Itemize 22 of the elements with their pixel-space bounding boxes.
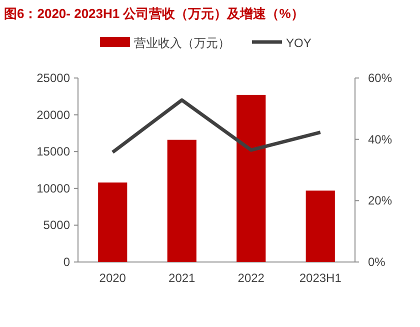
y-tick-label: 20000 <box>36 108 70 122</box>
y2-tick-label: 40% <box>368 132 392 146</box>
x-tick-label: 2022 <box>238 271 265 285</box>
y2-tick-label: 20% <box>368 194 392 208</box>
y2-tick-label: 0% <box>368 255 386 269</box>
chart-title: 图6：2020- 2023H1 公司营收（万元）及增速（%） <box>4 6 304 21</box>
x-tick-label: 2021 <box>168 271 196 285</box>
bar <box>167 140 196 262</box>
y-tick-label: 25000 <box>36 71 70 85</box>
x-tick-label: 2020 <box>99 271 126 285</box>
y-tick-label: 0 <box>63 255 70 269</box>
x-tick-label: 2023H1 <box>299 271 342 285</box>
bar <box>306 190 335 262</box>
y-tick-label: 5000 <box>43 218 70 232</box>
bar <box>98 182 128 262</box>
y-tick-label: 15000 <box>36 144 70 159</box>
y-tick-label: 10000 <box>36 181 70 196</box>
legend-label: YOY <box>286 36 312 50</box>
legend-label: 营业收入（万元） <box>134 36 230 50</box>
y2-tick-label: 60% <box>368 71 392 85</box>
bar <box>236 94 266 262</box>
line-series <box>110 98 322 154</box>
